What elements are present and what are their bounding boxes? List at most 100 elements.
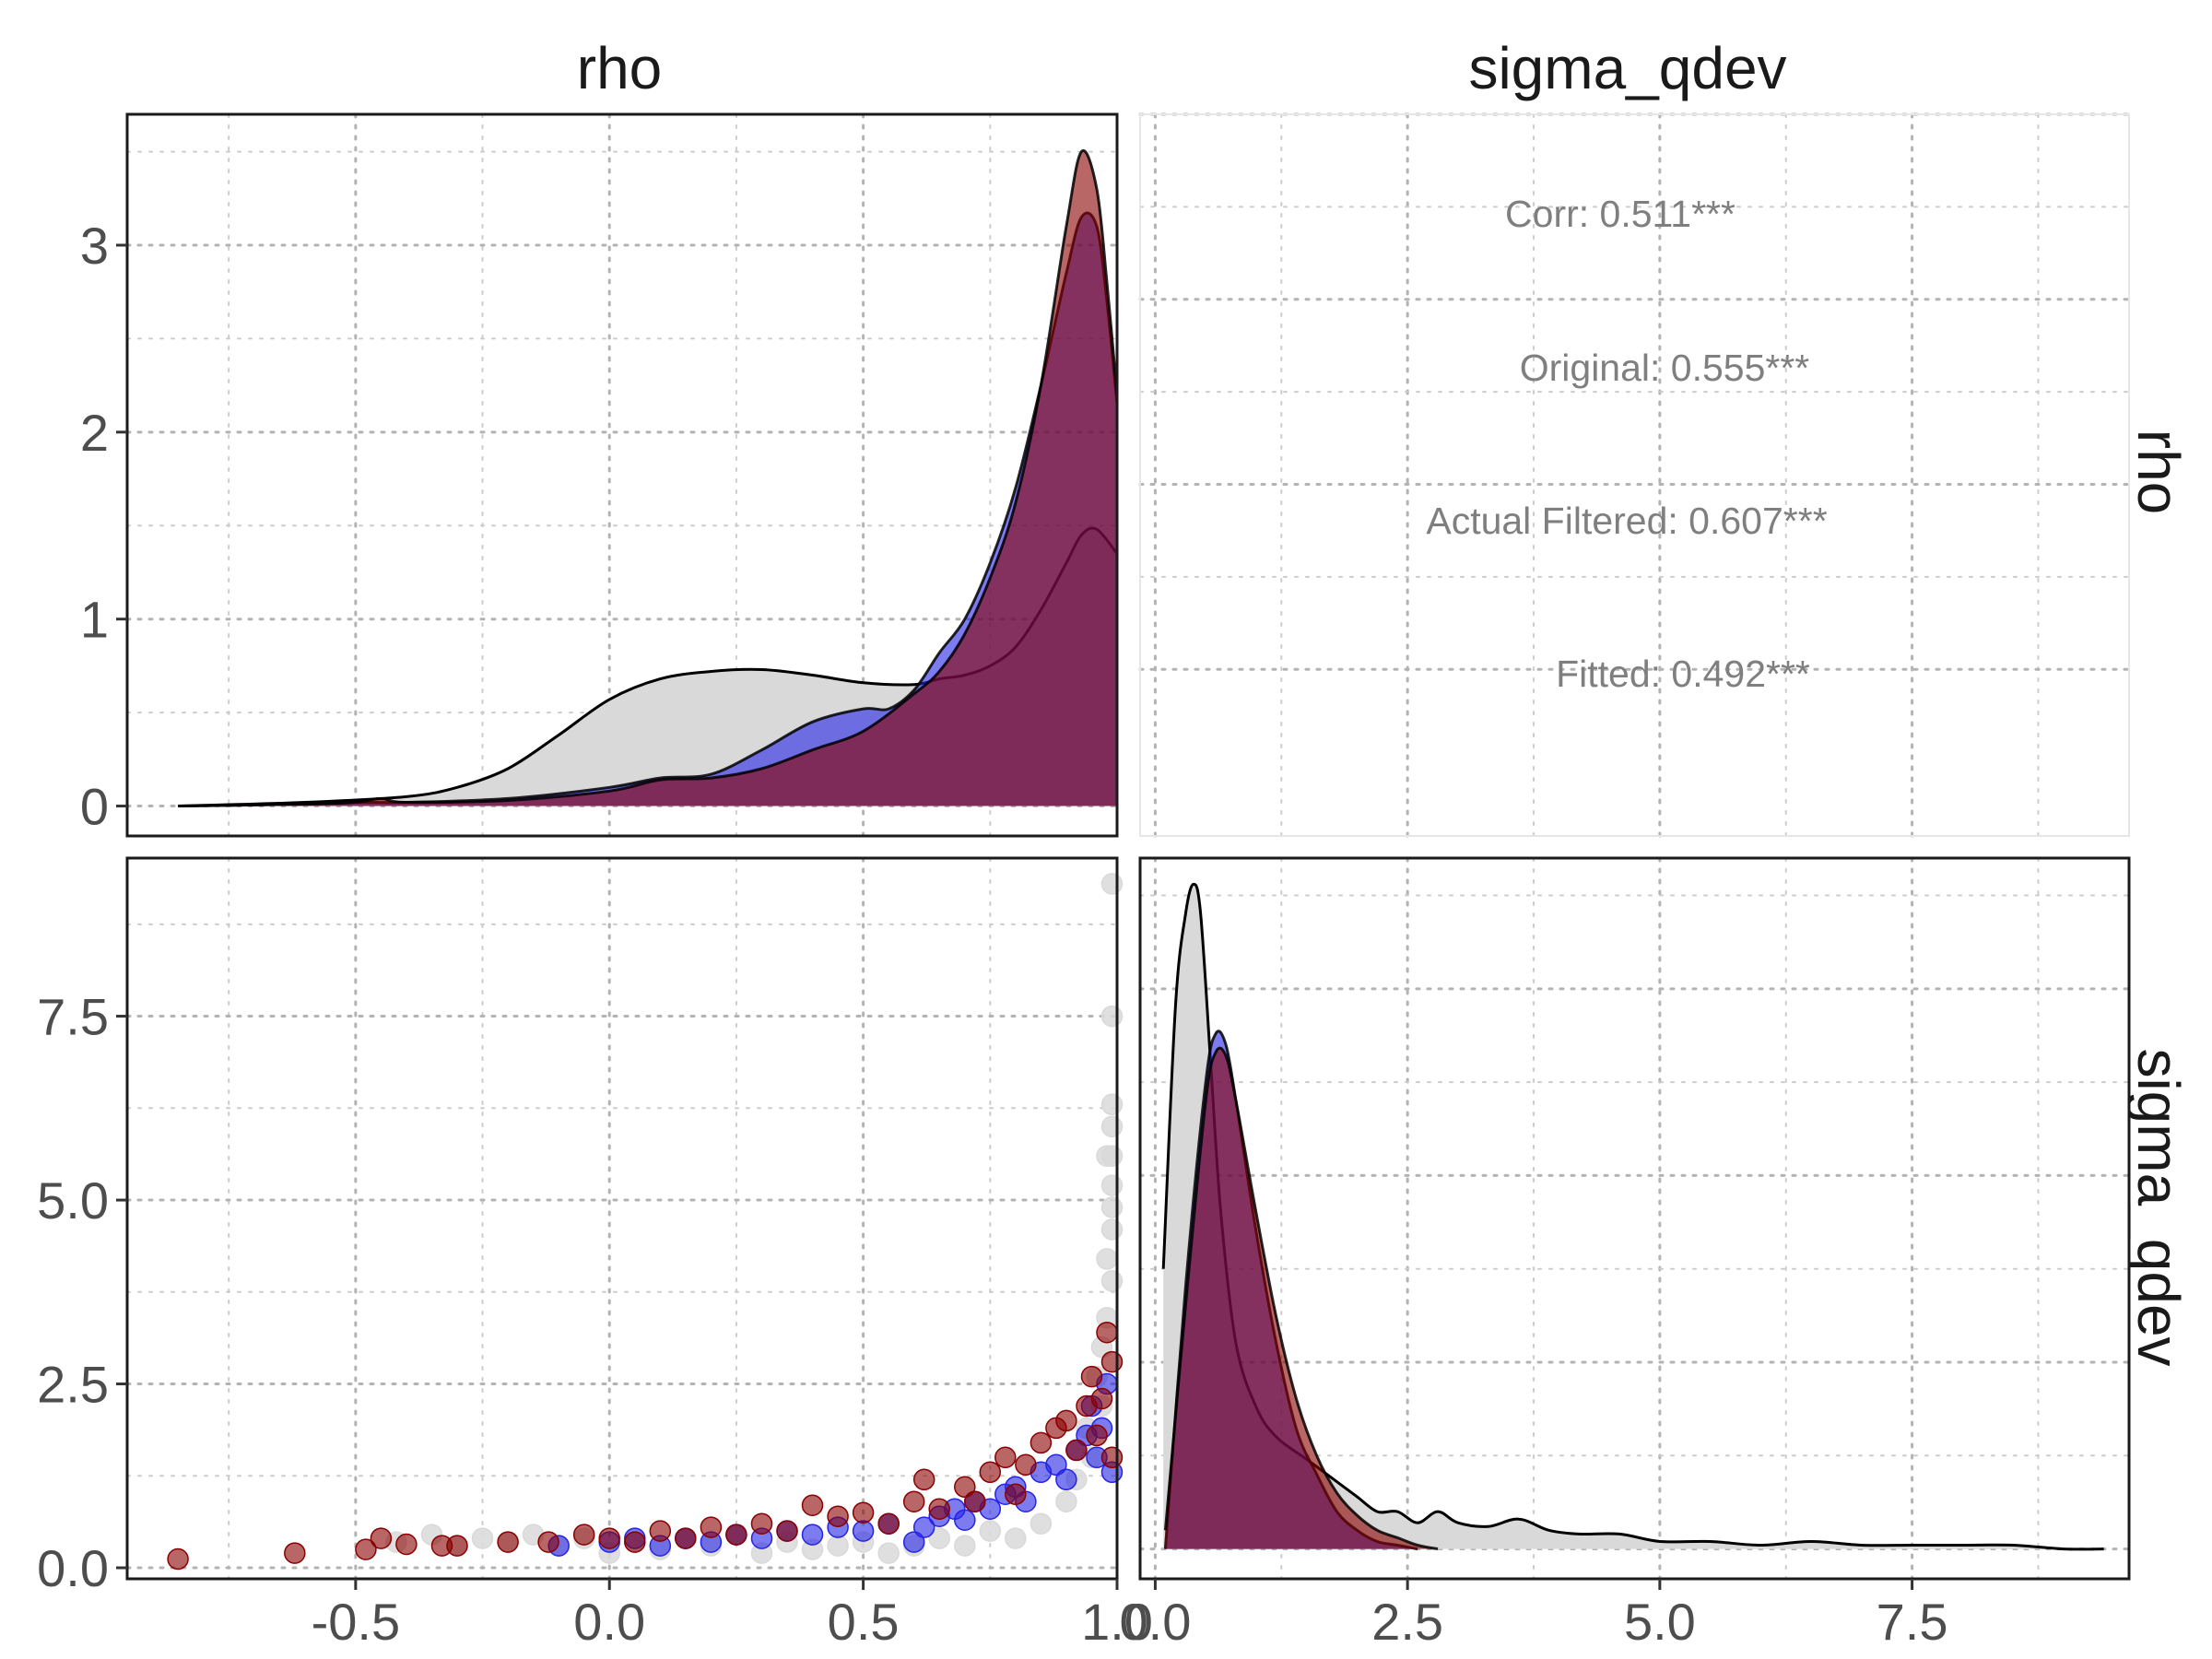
scatter-point-fitted xyxy=(1005,1483,1027,1505)
scatter-point-fitted xyxy=(355,1538,377,1560)
y-axis-rho-density-tick-label: 1 xyxy=(80,591,109,649)
grid-layer xyxy=(125,112,2131,1581)
scatter-point-original xyxy=(1005,1527,1027,1549)
panel-sigma-density xyxy=(1161,882,2104,1551)
panel-rho-density xyxy=(178,148,1119,807)
scatter-point-original xyxy=(1100,1270,1124,1292)
panel-border-tr xyxy=(1139,113,2130,837)
y-axis-sigma-qdev-tick-label: 7.5 xyxy=(37,988,109,1046)
x-axis-sigma-qdev-tick-label: 5.0 xyxy=(1624,1593,1696,1651)
scatter-point-fitted xyxy=(572,1524,595,1546)
scatter-point-fitted xyxy=(624,1531,646,1553)
y-axis-sigma-qdev-tick-label: 2.5 xyxy=(37,1356,109,1414)
scatter-point-actual-filtered xyxy=(1055,1468,1077,1491)
corr-text-fitted: Fitted: 0.492*** xyxy=(1556,653,1810,695)
scatter-point-fitted xyxy=(827,1505,849,1527)
scatter-point-fitted xyxy=(902,1490,925,1512)
scatter-point-original xyxy=(1100,1145,1124,1167)
scatter-point-fitted xyxy=(750,1512,773,1535)
scatter-point-actual-filtered xyxy=(902,1531,925,1553)
x-axis-rho-tick-label: 1.0 xyxy=(1081,1593,1153,1651)
scatter-point-actual-filtered xyxy=(954,1509,976,1531)
sigma-density-fitted-area xyxy=(1165,1048,1438,1549)
strip-label-right-sigma-qdev: sigma_qdev xyxy=(2125,1048,2192,1366)
scatter-point-fitted xyxy=(167,1547,189,1571)
corr-text-overall: Corr: 0.511*** xyxy=(1505,193,1735,235)
scatter-point-fitted xyxy=(1015,1453,1037,1477)
scatter-point-fitted xyxy=(725,1524,747,1546)
scatter-point-fitted xyxy=(877,1512,900,1535)
scatter-point-fitted xyxy=(994,1446,1017,1469)
scatter-point-fitted xyxy=(649,1520,672,1542)
rho-density-fitted-line xyxy=(178,148,1119,807)
scatter-point-fitted xyxy=(852,1501,875,1524)
scatter-point-fitted xyxy=(700,1516,723,1538)
scatter-point-original xyxy=(877,1542,900,1564)
strip-label-top-sigma-qdev: sigma_qdev xyxy=(1468,35,1786,101)
scatter-point-fitted xyxy=(964,1490,986,1512)
scatter-point-fitted xyxy=(1090,1387,1113,1410)
x-axis-rho-tick-label: 0.5 xyxy=(828,1593,900,1651)
scatter-point-original xyxy=(1030,1512,1053,1535)
y-axis-sigma-qdev-tick-label: 0.0 xyxy=(37,1539,109,1597)
scatter-point-original xyxy=(928,1527,950,1549)
scatter-point-actual-filtered xyxy=(852,1520,875,1542)
sigma-density-original-line xyxy=(1161,882,2104,1551)
panel-border-br xyxy=(1138,856,2131,1581)
scatter-point-fitted xyxy=(928,1498,950,1520)
scatter-point-fitted xyxy=(395,1533,418,1556)
scatter-point-fitted xyxy=(1055,1409,1077,1432)
scatter-point-actual-filtered xyxy=(801,1524,824,1546)
scatter-point-fitted xyxy=(598,1527,620,1549)
panel-background xyxy=(127,858,1117,1579)
x-axis-rho-tick-label: -0.5 xyxy=(312,1593,401,1651)
scatter-point-fitted xyxy=(1100,1350,1124,1373)
x-axis-sigma-qdev-tick-label: 0.0 xyxy=(1119,1593,1191,1651)
x-axis-rho-tick-label: 0.0 xyxy=(573,1593,645,1651)
scatter-point-fitted xyxy=(776,1520,798,1542)
panel-background xyxy=(1140,114,2129,836)
scatter-point-original xyxy=(1100,1093,1124,1116)
panel-border-tl xyxy=(125,112,1119,838)
corr-text-original: Original: 0.555*** xyxy=(1520,347,1810,389)
scatter-point-original xyxy=(471,1527,494,1549)
y-axis-rho-density-tick-label: 3 xyxy=(80,217,109,275)
scatter-point-fitted xyxy=(497,1531,519,1553)
rho-density-fitted-area xyxy=(178,150,1118,806)
scatter-point-fitted xyxy=(1096,1321,1118,1344)
scatter-point-fitted xyxy=(1080,1365,1103,1388)
scatter-point-original xyxy=(1096,1248,1118,1270)
panel-border-bl xyxy=(125,856,1119,1581)
y-axis-sigma-qdev-tick-label: 5.0 xyxy=(37,1171,109,1230)
scatter-point-actual-filtered xyxy=(912,1516,935,1538)
panel-borders xyxy=(125,112,2131,1581)
scatter-point-fitted xyxy=(1065,1439,1088,1462)
scatter-point-fitted xyxy=(675,1527,697,1549)
axis-ticks: -0.5 0.0 0.5 1.00.0 2.5 5.0 7.501230.02.55.07.… xyxy=(37,217,1947,1651)
x-axis-sigma-qdev-tick-label: 7.5 xyxy=(1877,1593,1948,1651)
panel-scatter-rho-sigma xyxy=(167,873,1124,1571)
scatter-point-original xyxy=(1100,1218,1124,1241)
scatter-point-fitted xyxy=(912,1468,935,1491)
scatter-point-fitted xyxy=(954,1476,976,1499)
scatter-point-fitted xyxy=(446,1535,468,1557)
sigma-density-fitted-line xyxy=(1163,1046,1439,1551)
scatter-point-original xyxy=(1100,1196,1124,1218)
scatter-point-original xyxy=(1100,1174,1124,1196)
x-axis-sigma-qdev-tick-label: 2.5 xyxy=(1371,1593,1443,1651)
scatter-point-original xyxy=(1100,1005,1124,1028)
scatter-point-original xyxy=(1055,1490,1077,1512)
scatter-point-fitted xyxy=(1100,1446,1124,1469)
scatter-point-fitted xyxy=(801,1494,824,1516)
corr-text-actual-filtered: Actual Filtered: 0.607*** xyxy=(1426,500,1827,542)
scatter-point-fitted xyxy=(370,1527,393,1549)
scatter-point-fitted xyxy=(1030,1431,1053,1454)
scatter-point-fitted xyxy=(1086,1424,1108,1447)
strip-label-top-rho: rho xyxy=(577,35,663,101)
scatter-point-fitted xyxy=(537,1531,559,1553)
strip-label-right-rho: rho xyxy=(2125,429,2192,515)
scatter-point-original xyxy=(1100,1115,1124,1138)
scatter-point-actual-filtered xyxy=(1045,1453,1067,1477)
scatter-point-original xyxy=(1100,873,1124,895)
